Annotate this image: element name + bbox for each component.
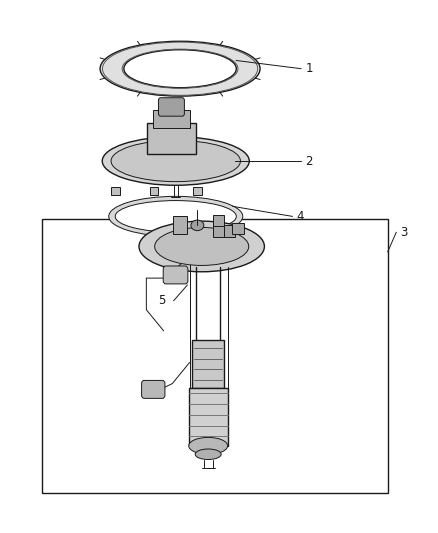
Bar [111, 187, 120, 195]
FancyBboxPatch shape [153, 110, 190, 128]
Ellipse shape [124, 50, 236, 88]
FancyBboxPatch shape [213, 225, 224, 237]
FancyBboxPatch shape [224, 225, 235, 237]
Ellipse shape [115, 200, 236, 232]
FancyBboxPatch shape [173, 216, 187, 235]
Ellipse shape [189, 438, 228, 454]
Ellipse shape [111, 140, 240, 182]
Text: 1: 1 [305, 62, 313, 75]
Ellipse shape [139, 221, 265, 272]
FancyBboxPatch shape [163, 266, 188, 284]
Ellipse shape [100, 41, 260, 96]
Ellipse shape [102, 137, 249, 185]
Ellipse shape [195, 449, 221, 459]
Bar [150, 187, 159, 195]
FancyBboxPatch shape [213, 215, 224, 227]
Text: 3: 3 [401, 225, 408, 239]
Bar [189, 388, 228, 446]
Bar [192, 341, 224, 388]
FancyBboxPatch shape [233, 223, 244, 235]
Ellipse shape [109, 196, 243, 237]
Text: 4: 4 [297, 210, 304, 223]
Ellipse shape [191, 220, 204, 231]
Ellipse shape [155, 228, 249, 265]
Bar [42, 219, 388, 494]
Bar [193, 187, 202, 195]
FancyBboxPatch shape [159, 98, 184, 116]
Text: 5: 5 [159, 294, 166, 308]
FancyBboxPatch shape [147, 123, 196, 154]
Text: 2: 2 [305, 155, 313, 167]
FancyBboxPatch shape [141, 381, 165, 398]
